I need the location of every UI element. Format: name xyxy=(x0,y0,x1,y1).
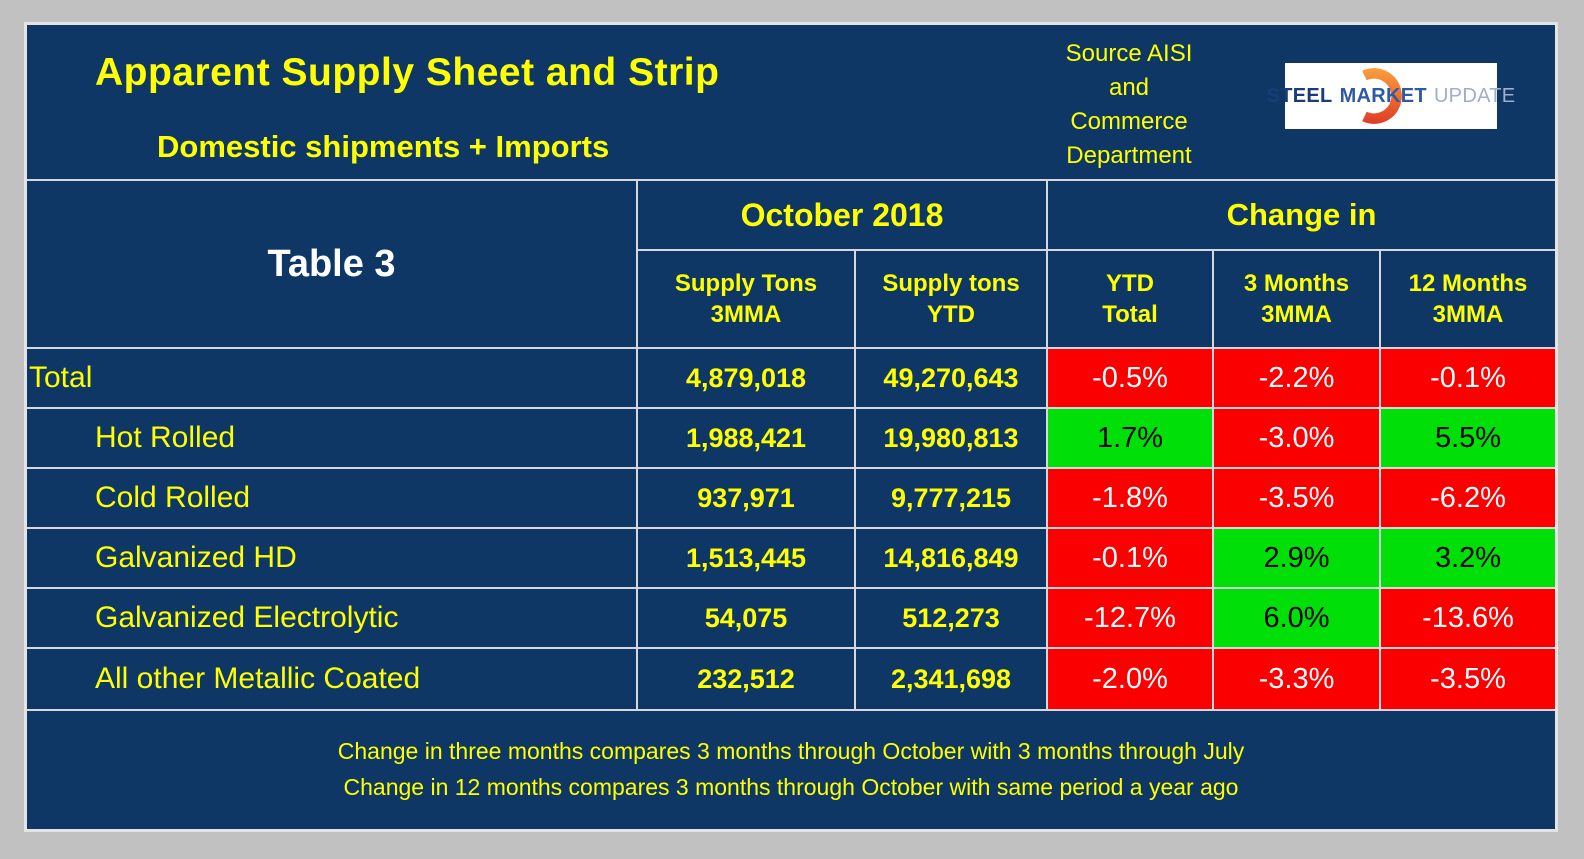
cell-change-ytd: -2.0% xyxy=(1046,647,1212,709)
row-label-hot-rolled: Hot Rolled xyxy=(27,407,636,467)
cell-change-12mo: -6.2% xyxy=(1379,467,1555,527)
row-label-galvanized-hd: Galvanized HD xyxy=(27,527,636,587)
cell-tons-3mma: 937,971 xyxy=(636,467,854,527)
cell-change-3mo: -2.2% xyxy=(1212,347,1379,407)
logo-word-market: MARKET xyxy=(1339,84,1427,107)
source-attribution: Source AISI and Commerce Department xyxy=(1027,37,1231,173)
title-block: Apparent Supply Sheet and Strip Domestic… xyxy=(27,25,1555,181)
cell-change-3mo: 2.9% xyxy=(1212,527,1379,587)
cell-change-12mo: -0.1% xyxy=(1379,347,1555,407)
steel-market-update-logo: STEEL MARKET UPDATE xyxy=(1267,63,1515,129)
cell-change-3mo: -3.5% xyxy=(1212,467,1379,527)
source-line: Source AISI xyxy=(1065,40,1193,67)
cell-tons-ytd: 49,270,643 xyxy=(854,347,1046,407)
cell-tons-3mma: 1,513,445 xyxy=(636,527,854,587)
cell-tons-ytd: 19,980,813 xyxy=(854,407,1046,467)
row-label-galvanized-electrolytic: Galvanized Electrolytic xyxy=(27,587,636,647)
page-subtitle: Domestic shipments + Imports xyxy=(157,129,610,164)
cell-change-3mo: 6.0% xyxy=(1212,587,1379,647)
slide-canvas: Apparent Supply Sheet and Strip Domestic… xyxy=(24,22,1558,832)
table-corner-label: Table 3 xyxy=(267,242,396,285)
cell-tons-3mma: 232,512 xyxy=(636,647,854,709)
cell-change-ytd: 1.7% xyxy=(1046,407,1212,467)
logo-word-update: UPDATE xyxy=(1433,84,1516,107)
column-header-supply-tons-3mma: Supply Tons 3MMA xyxy=(636,249,854,347)
footnote-line: Change in 12 months compares 3 months th… xyxy=(343,774,1239,800)
page-title: Apparent Supply Sheet and Strip xyxy=(95,51,720,94)
cell-change-12mo: 3.2% xyxy=(1379,527,1555,587)
footnote-line: Change in three months compares 3 months… xyxy=(337,738,1245,764)
logo-crescent-icon xyxy=(1362,68,1402,124)
footnotes: Change in three months compares 3 months… xyxy=(27,709,1555,829)
cell-change-12mo: -3.5% xyxy=(1379,647,1555,709)
cell-tons-3mma: 4,879,018 xyxy=(636,347,854,407)
cell-change-12mo: -13.6% xyxy=(1379,587,1555,647)
cell-change-3mo: -3.3% xyxy=(1212,647,1379,709)
column-group-october-2018: October 2018 xyxy=(636,181,1046,249)
column-header-12-months-3mma: 12 Months 3MMA xyxy=(1379,249,1555,347)
cell-change-ytd: -0.5% xyxy=(1046,347,1212,407)
cell-tons-ytd: 14,816,849 xyxy=(854,527,1046,587)
column-header-supply-tons-ytd: Supply tons YTD xyxy=(854,249,1046,347)
column-header-ytd-total: YTD Total xyxy=(1046,249,1212,347)
source-line: Department xyxy=(1066,142,1192,169)
supply-table: Table 3 October 2018 Change in Supply To… xyxy=(27,181,1555,709)
logo-wordmark: STEEL MARKET UPDATE xyxy=(1267,63,1515,129)
source-line: and xyxy=(1108,74,1150,101)
cell-tons-3mma: 54,075 xyxy=(636,587,854,647)
cell-tons-3mma: 1,988,421 xyxy=(636,407,854,467)
cell-tons-ytd: 2,341,698 xyxy=(854,647,1046,709)
cell-change-ytd: -0.1% xyxy=(1046,527,1212,587)
cell-tons-ytd: 512,273 xyxy=(854,587,1046,647)
cell-tons-ytd: 9,777,215 xyxy=(854,467,1046,527)
logo-word-steel: STEEL xyxy=(1266,84,1333,107)
cell-change-3mo: -3.0% xyxy=(1212,407,1379,467)
cell-change-12mo: 5.5% xyxy=(1379,407,1555,467)
cell-change-ytd: -1.8% xyxy=(1046,467,1212,527)
row-label-cold-rolled: Cold Rolled xyxy=(27,467,636,527)
source-line: Commerce xyxy=(1070,108,1188,135)
cell-change-ytd: -12.7% xyxy=(1046,587,1212,647)
row-label-all-other-metallic-coated: All other Metallic Coated xyxy=(27,647,636,709)
column-header-3-months-3mma: 3 Months 3MMA xyxy=(1212,249,1379,347)
column-group-change-in: Change in xyxy=(1046,181,1555,249)
row-label-total: Total xyxy=(27,347,636,407)
